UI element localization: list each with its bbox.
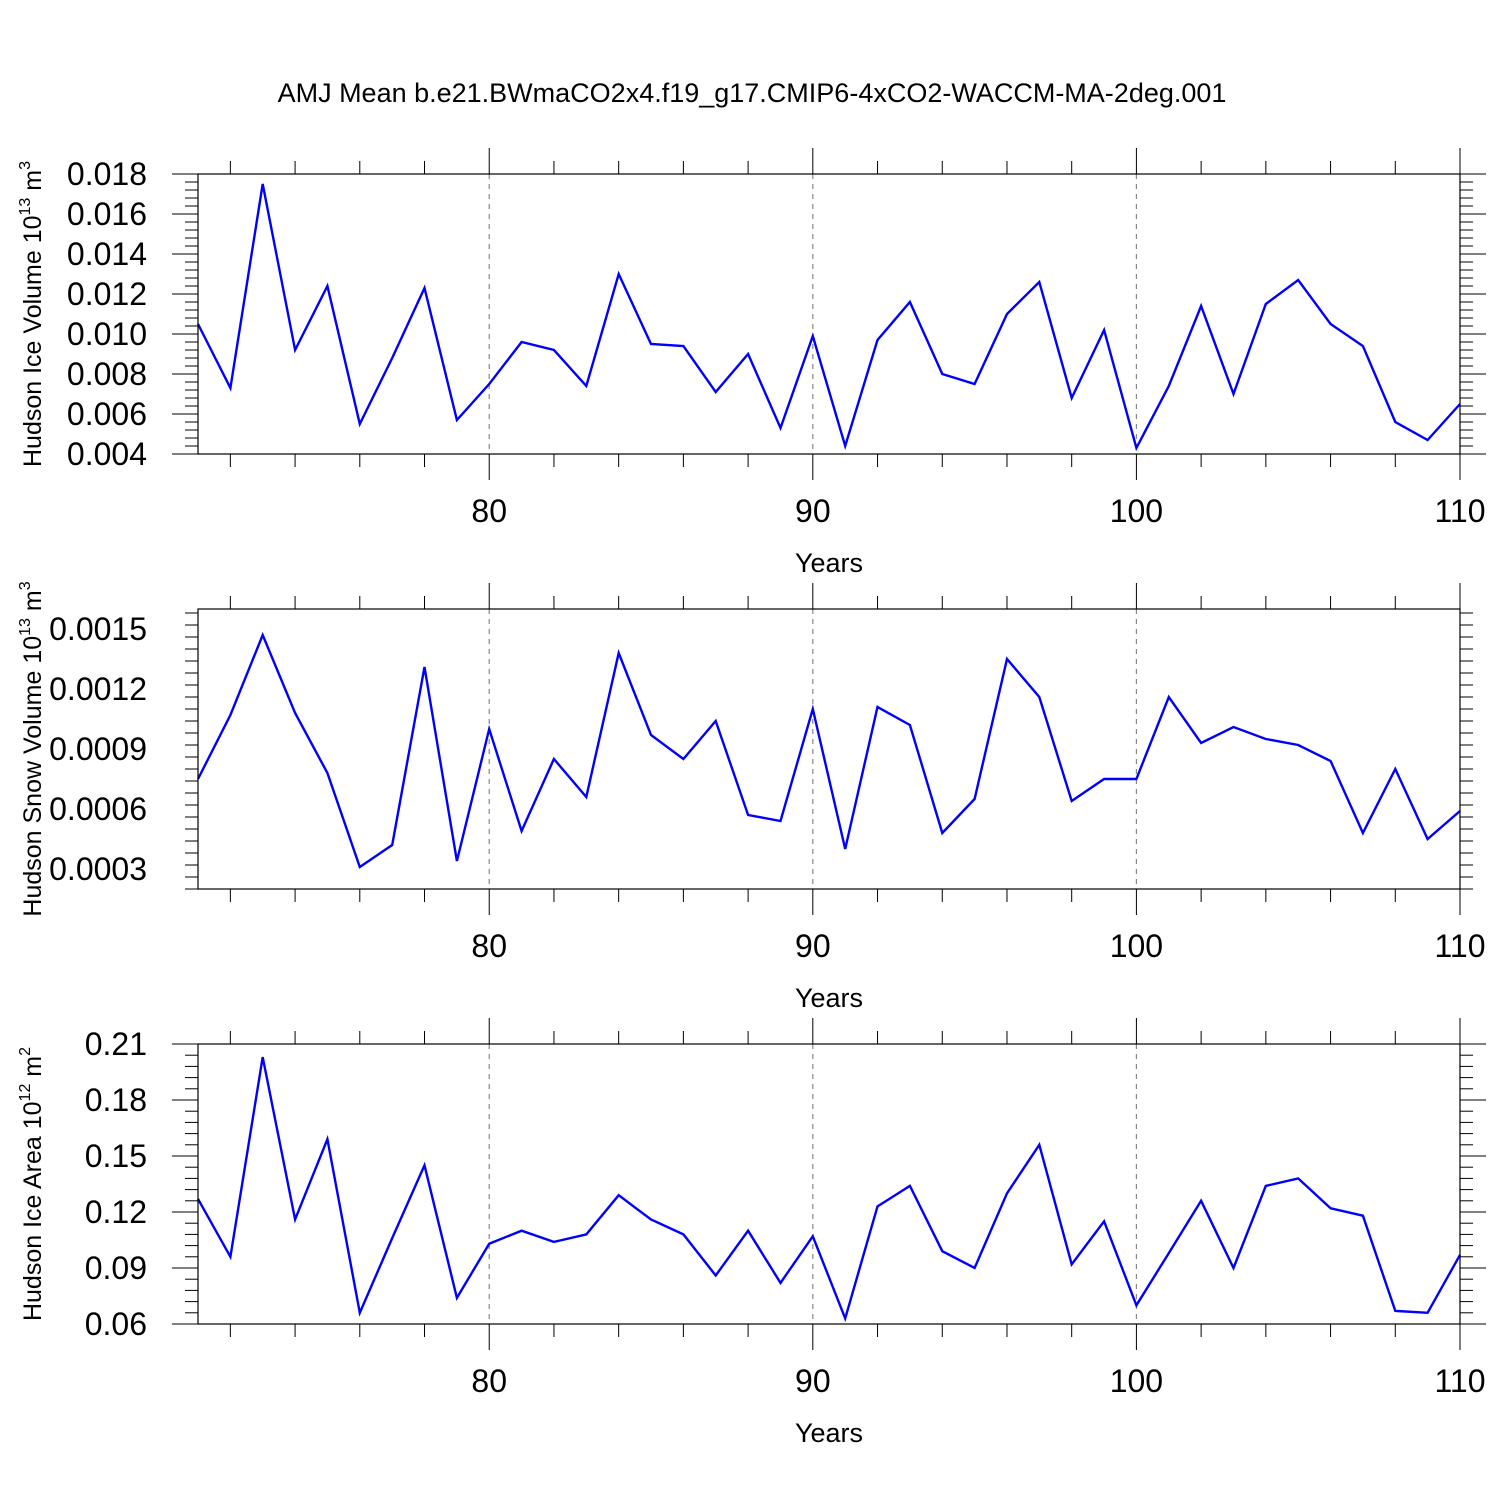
x-tick-label: 80 — [471, 928, 507, 964]
x-tick-label: 80 — [471, 493, 507, 529]
y-tick-label: 0.0003 — [49, 851, 147, 887]
y-axis-label: Hudson Ice Volume 1013 m3 — [17, 161, 47, 467]
y-axis-label-exponent: 13 — [17, 198, 34, 216]
y-tick-label: 0.012 — [67, 276, 147, 312]
x-axis-label: Years — [795, 983, 863, 1013]
chart-panel-1: 80 90 100 110 0.004 0.006 0.008 0.010 0.012 0.014… — [17, 148, 1486, 578]
y-tick-label: 0.008 — [67, 356, 147, 392]
x-tick-label: 90 — [795, 1363, 831, 1399]
x-tick-label: 110 — [1434, 493, 1485, 529]
y-axis-label-text: Hudson Snow Volume 10 — [19, 636, 47, 917]
y-axis-label-unit-exponent: 2 — [17, 1047, 34, 1056]
y-tick-label: 0.15 — [85, 1138, 147, 1174]
y-tick-label: 0.006 — [67, 396, 147, 432]
y-axis-label: Hudson Snow Volume 1013 m3 — [17, 581, 47, 916]
y-axis-label-exponent: 13 — [17, 618, 34, 636]
y-tick-label: 0.018 — [67, 156, 147, 192]
y-tick-label: 0.12 — [85, 1194, 147, 1230]
plot-frame — [197, 608, 1461, 890]
figure-title: AMJ Mean b.e21.BWmaCO2x4.f19_g17.CMIP6-4… — [278, 78, 1227, 108]
y-axis-label-unit-exponent: 3 — [17, 161, 34, 170]
y-tick-label: 0.0006 — [49, 791, 147, 827]
y-tick-label: 0.0012 — [49, 671, 147, 707]
series-line-1 — [196, 1056, 1462, 1323]
y-tick-label: 0.09 — [85, 1250, 147, 1286]
y-tick-label: 0.016 — [67, 196, 147, 232]
y-tick-label: 0.18 — [85, 1082, 147, 1118]
y-tick-label: 0.004 — [67, 436, 147, 472]
x-tick-label: 90 — [795, 928, 831, 964]
plot-frame — [197, 1043, 1461, 1325]
y-axis-label-unit: m — [19, 170, 47, 198]
y-tick-label: 0.014 — [67, 236, 147, 272]
y-axis-label-text: Hudson Ice Volume 10 — [19, 215, 47, 467]
panels: 80 90 100 110 0.004 0.006 0.008 0.010 0.012 0.014… — [17, 148, 1486, 1448]
y-axis-label-text: Hudson Ice Area 10 — [19, 1101, 47, 1321]
x-tick-label: 100 — [1110, 928, 1163, 964]
y-axis-label-unit: m — [19, 590, 47, 618]
chart-panel-2: 80 90 100 110 0.0003 0.0006 0.0009 0.0012 0.0015… — [17, 581, 1486, 1013]
y-tick-label: 0.06 — [85, 1306, 147, 1342]
y-tick-label: 0.21 — [85, 1026, 147, 1062]
y-tick-label: 0.0015 — [49, 611, 147, 647]
x-tick-label: 110 — [1434, 928, 1485, 964]
plot-frame — [197, 173, 1461, 455]
x-tick-label: 80 — [471, 1363, 507, 1399]
x-tick-label: 110 — [1434, 1363, 1485, 1399]
x-axis-label: Years — [795, 548, 863, 578]
series-line-1 — [196, 183, 1461, 452]
y-axis-label-exponent: 12 — [17, 1084, 34, 1102]
y-axis-label-unit: m — [19, 1056, 47, 1084]
y-tick-label: 0.0009 — [49, 731, 147, 767]
y-tick-label: 0.010 — [67, 316, 147, 352]
y-axis-label: Hudson Ice Area 1012 m2 — [17, 1047, 47, 1321]
chart-panel-3: 80 90 100 110 0.06 0.09 0.12 0.15 0.18 0.21 Years H… — [17, 1018, 1486, 1448]
x-tick-label: 100 — [1110, 493, 1163, 529]
x-tick-label: 100 — [1110, 1363, 1163, 1399]
x-tick-label: 90 — [795, 493, 831, 529]
x-axis-label: Years — [795, 1418, 863, 1448]
y-axis-label-unit-exponent: 3 — [17, 581, 34, 590]
series-line-1 — [196, 631, 1461, 869]
